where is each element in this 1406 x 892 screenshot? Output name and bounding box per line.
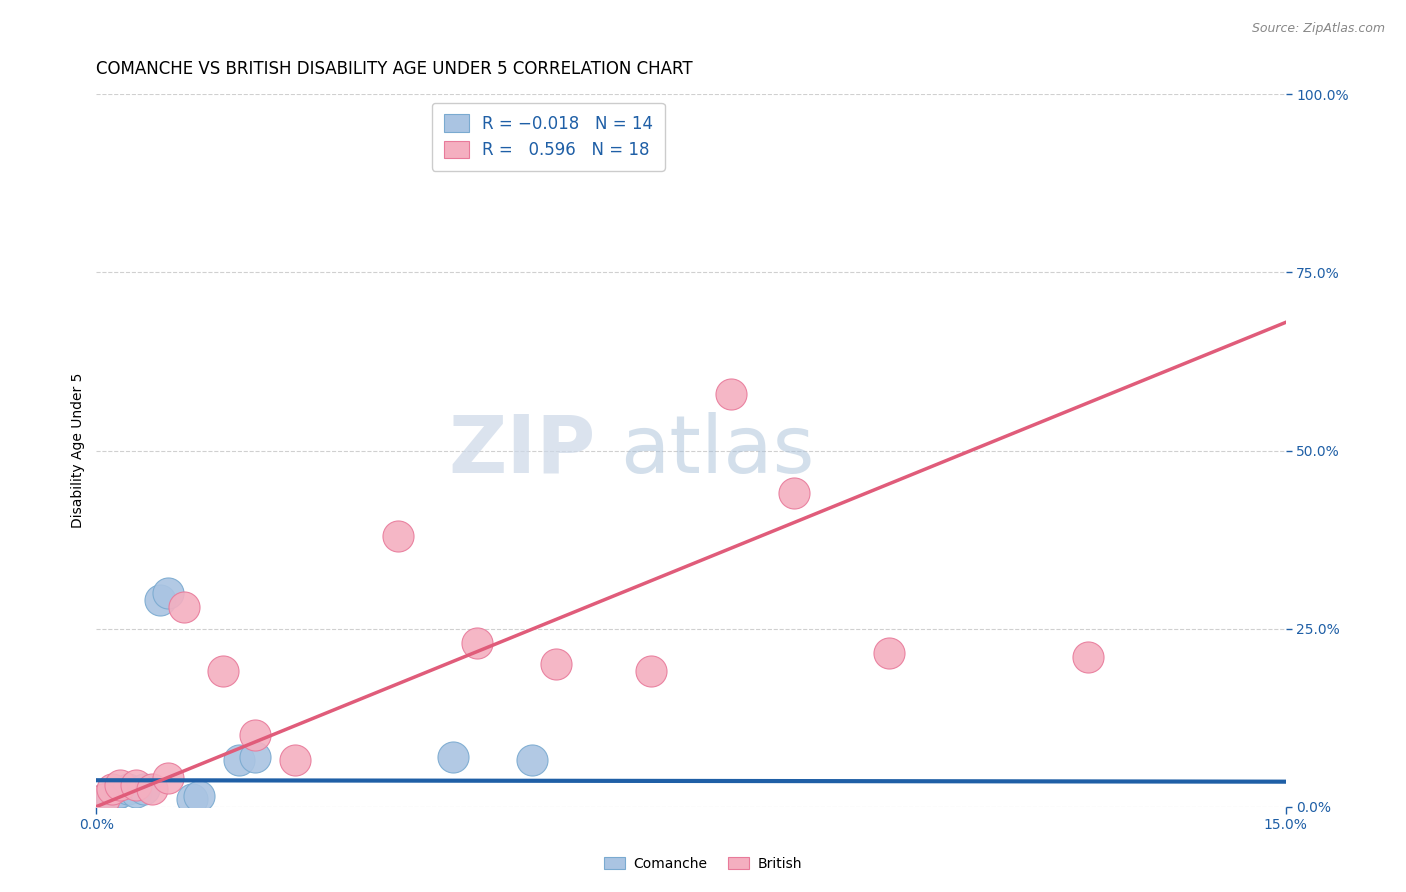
Point [156, 771, 179, 785]
Y-axis label: Disability Age Under 5: Disability Age Under 5 [72, 373, 86, 528]
Point [125, 785, 148, 799]
Text: Source: ZipAtlas.com: Source: ZipAtlas.com [1251, 22, 1385, 36]
Point [173, 600, 195, 615]
Point [141, 781, 163, 796]
Point [387, 529, 409, 543]
Text: ZIP: ZIP [449, 411, 596, 490]
Point [117, 781, 139, 796]
Point [284, 753, 307, 767]
Legend: Comanche, British: Comanche, British [599, 851, 807, 876]
Point [125, 778, 148, 792]
Legend: R = −0.018   N = 14, R =   0.596   N = 18: R = −0.018 N = 14, R = 0.596 N = 18 [432, 103, 665, 170]
Point [522, 753, 544, 767]
Point [243, 728, 266, 742]
Point [720, 386, 742, 401]
Point [101, 792, 124, 806]
Point [441, 749, 464, 764]
Point [546, 657, 568, 672]
Point [879, 647, 901, 661]
Point [465, 636, 488, 650]
Point [1076, 650, 1098, 665]
Point [243, 749, 266, 764]
Point [640, 665, 662, 679]
Point [188, 789, 211, 803]
Point [156, 586, 179, 600]
Point [108, 778, 131, 792]
Point [108, 785, 131, 799]
Text: atlas: atlas [620, 411, 814, 490]
Point [101, 781, 124, 796]
Point [149, 593, 172, 607]
Text: COMANCHE VS BRITISH DISABILITY AGE UNDER 5 CORRELATION CHART: COMANCHE VS BRITISH DISABILITY AGE UNDER… [97, 60, 693, 78]
Point [93, 792, 115, 806]
Point [180, 792, 202, 806]
Point [132, 781, 155, 796]
Point [228, 753, 250, 767]
Point [93, 792, 115, 806]
Point [783, 486, 806, 500]
Point [212, 665, 235, 679]
